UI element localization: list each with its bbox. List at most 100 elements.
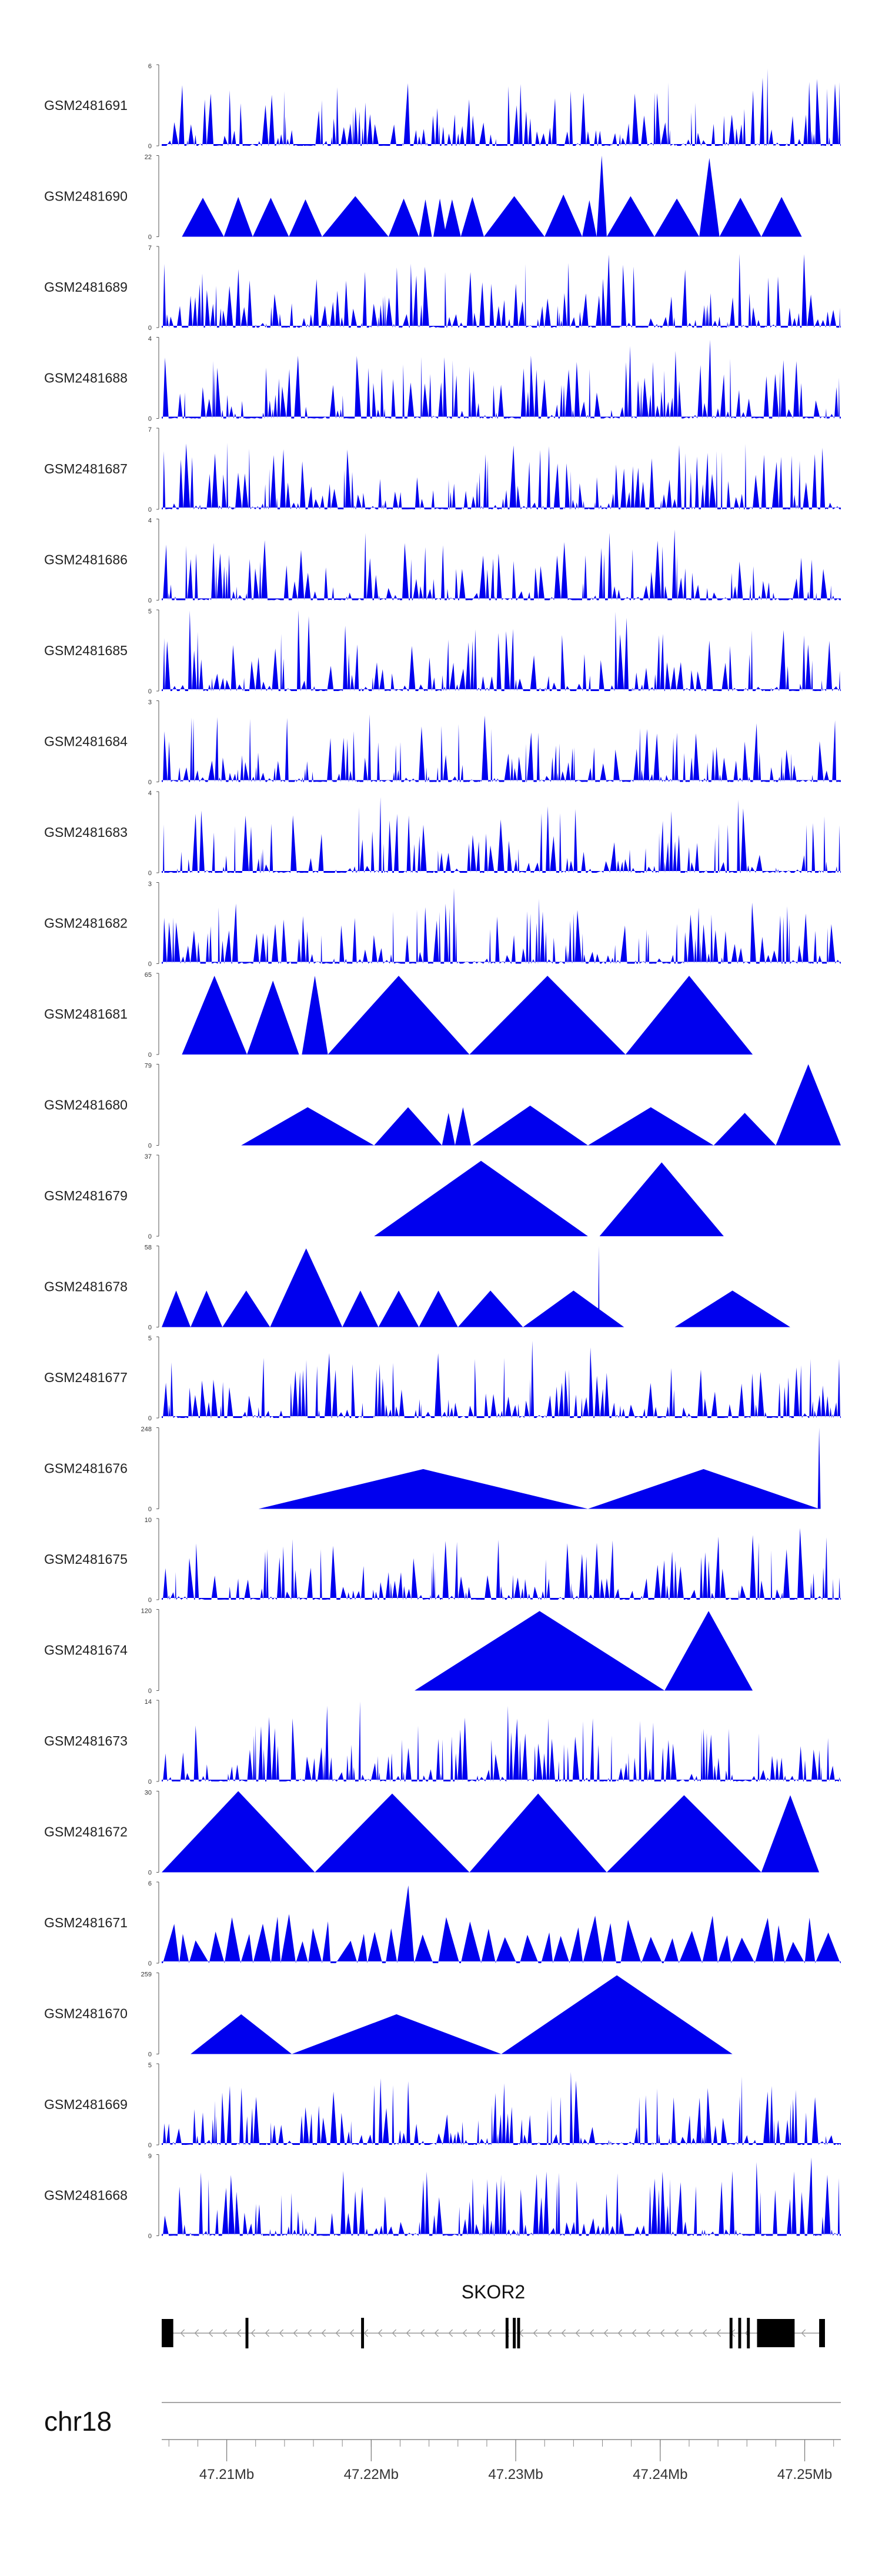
coverage-area [162,442,841,509]
track-GSM2481688: GSM2481688 4 0 [44,336,841,423]
strand-arrow-icon [547,2329,552,2337]
coverage-area [162,1701,841,1781]
strand-arrow-icon [265,2329,270,2337]
track-label: GSM2481689 [44,279,128,295]
y-axis-max-label: 79 [145,1063,152,1070]
track-label: GSM2481685 [44,643,128,658]
track-label: GSM2481690 [44,189,128,204]
y-axis-max-label: 58 [145,1244,152,1252]
strand-arrow-icon [194,2329,199,2337]
track-label: GSM2481682 [44,916,128,931]
exon [517,2318,520,2348]
track-GSM2481680: GSM2481680 79 0 [44,1063,841,1150]
strand-arrow-icon [646,2329,651,2337]
exon [757,2319,795,2347]
strand-arrow-icon [236,2329,242,2337]
track-label: GSM2481683 [44,825,128,840]
coverage-tracks: GSM248169160GSM2481690220GSM248168970GSM… [44,63,841,2240]
y-axis-min-label: 0 [148,1688,152,1695]
y-axis-max-label: 4 [148,790,152,797]
strand-arrow-icon [349,2329,355,2337]
strand-arrow-icon [533,2329,538,2337]
track-GSM2481690: GSM2481690 22 0 [44,154,802,241]
track-GSM2481671: GSM2481671 6 0 [44,1880,841,1967]
strand-arrow-icon [801,2329,806,2337]
coverage-area [162,1528,841,1600]
y-axis-max-label: 6 [148,63,152,70]
y-axis-min-label: 0 [148,870,152,877]
coverage-area [162,2071,841,2145]
exon [747,2318,750,2348]
y-axis-max-label: 5 [148,1335,152,1342]
chromosome-label: chr18 [44,2406,112,2437]
y-axis-min-label: 0 [148,1324,152,1332]
strand-arrow-icon [561,2329,566,2337]
track-GSM2481691: GSM2481691 6 0 [44,63,841,150]
coverage-area [162,1885,841,1963]
strand-arrow-icon [392,2329,397,2337]
track-label: GSM2481670 [44,2006,128,2021]
track-label: GSM2481686 [44,552,128,568]
coverage-area [162,2157,841,2236]
track-label: GSM2481684 [44,734,128,749]
track-label: GSM2481688 [44,371,128,386]
y-axis-min-label: 0 [148,143,152,150]
y-axis-max-label: 6 [148,1880,152,1887]
axis-tick-label: 47.24Mb [633,2467,687,2482]
coverage-area [162,1340,841,1418]
strand-arrow-icon [250,2329,256,2337]
track-label: GSM2481679 [44,1188,128,1203]
strand-arrow-icon [180,2329,185,2337]
track-label: GSM2481675 [44,1551,128,1567]
track-label: GSM2481668 [44,2188,128,2203]
strand-arrow-icon [377,2329,383,2337]
coverage-area [162,887,841,964]
y-axis-min-label: 0 [148,2051,152,2058]
y-axis-max-label: 120 [141,1608,152,1615]
strand-arrow-icon [688,2329,693,2337]
strand-arrow-icon [617,2329,623,2337]
exon [729,2318,733,2348]
y-axis-min-label: 0 [148,2233,152,2240]
strand-arrow-icon [476,2329,482,2337]
y-axis-max-label: 9 [148,2153,152,2160]
strand-arrow-icon [575,2329,580,2337]
strand-arrow-icon [603,2329,609,2337]
coverage-area [241,1064,841,1146]
y-axis-min-label: 0 [148,325,152,332]
track-label: GSM2481669 [44,2097,128,2112]
exon [245,2318,249,2348]
strand-arrow-icon [589,2329,594,2337]
exon [505,2318,509,2348]
strand-arrow-icon [632,2329,637,2337]
track-label: GSM2481687 [44,461,128,476]
y-axis-max-label: 4 [148,518,152,525]
coverage-area [182,155,802,237]
gene-model-skor2: SKOR2 [162,2281,825,2348]
y-axis-min-label: 0 [148,688,152,695]
y-axis-min-label: 0 [148,1233,152,1240]
track-GSM2481687: GSM2481687 7 0 [44,426,841,513]
track-label: GSM2481681 [44,1006,128,1022]
track-GSM2481685: GSM2481685 5 0 [44,608,841,695]
y-axis-max-label: 3 [148,881,152,888]
exon [738,2318,741,2348]
track-GSM2481670: GSM2481670 259 0 [44,1971,733,2058]
strand-arrow-icon [279,2329,284,2337]
y-axis-max-label: 30 [145,1790,152,1797]
axis-tick-label: 47.21Mb [199,2467,254,2482]
y-axis-min-label: 0 [148,961,152,968]
track-GSM2481669: GSM2481669 5 0 [44,2062,841,2149]
coverage-area [415,1611,753,1691]
y-axis-min-label: 0 [148,779,152,786]
coverage-area [182,976,753,1055]
track-label: GSM2481678 [44,1279,128,1294]
strand-arrow-icon [208,2329,213,2337]
y-axis-max-label: 22 [145,154,152,161]
y-axis-min-label: 0 [148,2142,152,2149]
track-GSM2481681: GSM2481681 65 0 [44,972,753,1059]
y-axis-max-label: 7 [148,426,152,433]
y-axis-min-label: 0 [148,1415,152,1422]
coverage-area [162,68,841,146]
strand-arrow-icon [420,2329,425,2337]
